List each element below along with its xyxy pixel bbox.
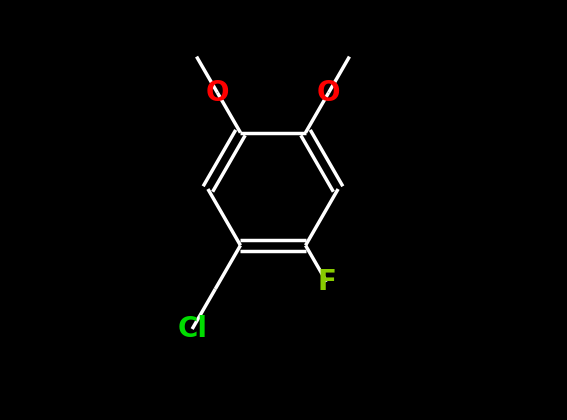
Text: O: O [317, 79, 340, 107]
Text: O: O [206, 79, 229, 107]
Text: Cl: Cl [177, 315, 207, 343]
Text: F: F [317, 268, 336, 296]
